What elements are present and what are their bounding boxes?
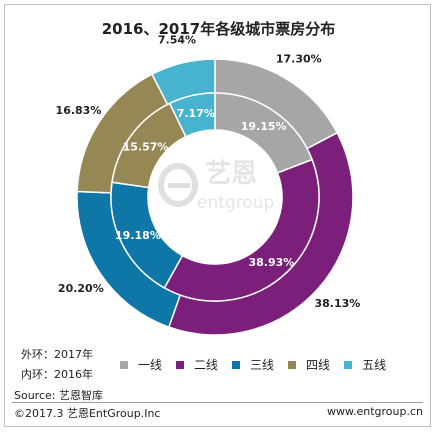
inner-ring-label-2: 19.18% (115, 229, 161, 242)
legend-swatch-2 (232, 360, 241, 369)
source-label: Source: 艺恩智库 (14, 389, 103, 402)
legend-label-2: 三线 (250, 358, 275, 372)
legend-swatch-1 (176, 360, 185, 369)
legend-swatch-3 (288, 360, 297, 369)
watermark-text-en: entgroup (197, 193, 274, 213)
chart-legend: 一线 二线 三线 四线 五线 (120, 356, 386, 373)
legend-item-1: 二线 (176, 356, 218, 373)
legend-item-3: 四线 (288, 356, 330, 373)
outer-ring-label-0: 17.30% (276, 52, 322, 65)
outer-ring-label-2: 20.20% (58, 282, 104, 295)
inner-ring-label-3: 15.57% (123, 140, 169, 153)
legend-item-2: 三线 (232, 356, 274, 373)
legend-item-4: 五线 (344, 356, 386, 373)
legend-swatch-0 (120, 360, 128, 369)
legend-label-1: 二线 (194, 358, 219, 372)
data-labels: 17.30% 38.13% 20.20% 16.83% 7.54% 19.15% 38.93… (56, 34, 361, 311)
entgroup-watermark-logo: 艺恩 entgroup (155, 132, 274, 248)
footer-divider (12, 402, 423, 403)
legend-swatch-4 (344, 360, 353, 369)
footer-copyright: ©2017.3 艺恩EntGroup.Inc (14, 407, 161, 420)
inner-ring-2016 (110, 92, 320, 302)
outer-ring-label-3: 16.83% (56, 104, 102, 117)
inner-ring-label-0: 19.15% (241, 120, 287, 133)
footer-website: www.entgroup.cn (327, 405, 423, 418)
legend-label-3: 四线 (306, 358, 331, 372)
outer-ring-label-4: 7.54% (158, 34, 196, 47)
inner-ring-note: 内环：2016年 (21, 368, 93, 381)
inner-ring-label-1: 38.93% (248, 256, 294, 269)
watermark-text-cn: 艺恩 (205, 159, 257, 189)
outer-ring-label-1: 38.13% (315, 297, 361, 310)
legend-item-0: 一线 (120, 356, 162, 373)
chart-title: 2016、2017年各级城市票房分布 (101, 20, 336, 38)
legend-label-4: 五线 (362, 358, 387, 372)
outer-ring-note: 外环：2017年 (21, 348, 93, 361)
inner-ring-slice-1 (163, 158, 320, 302)
legend-label-0: 一线 (138, 358, 163, 372)
inner-ring-slice-4 (168, 92, 216, 138)
inner-ring-label-4: 7.17% (177, 107, 215, 120)
